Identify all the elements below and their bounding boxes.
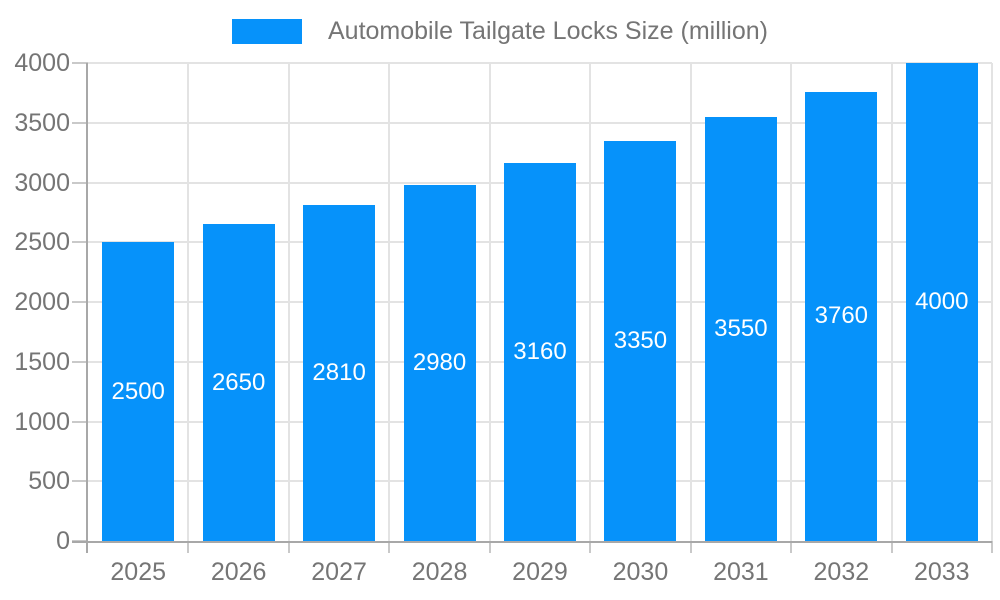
y-axis-tick [72,241,88,244]
x-axis-tick [287,541,290,553]
y-axis-label: 4000 [14,49,70,77]
y-axis-label: 1500 [14,347,70,376]
y-axis-tick [72,62,88,64]
y-axis-tick [72,480,88,483]
bar[interactable] [504,163,576,541]
x-axis-label: 2029 [512,558,568,586]
x-axis-label: 2028 [411,558,468,586]
bar-value-label: 2810 [312,359,366,387]
bar-value-label: 2980 [412,348,467,376]
bar-value-label: 2650 [211,368,266,396]
bar[interactable] [704,116,777,541]
bar-value-label: 3350 [613,326,668,354]
gridline-horizontal [88,62,992,64]
y-axis-label: 3000 [14,168,70,197]
x-axis-label: 2033 [913,558,970,586]
x-axis-tick [991,541,993,553]
y-axis-label: 1000 [14,407,70,436]
bar[interactable] [805,91,878,541]
gridline-vertical [187,63,190,541]
y-axis-tick [72,420,88,423]
x-axis-tick [488,541,491,553]
plot-area: 0 500 1000 1500 2000 2500 3000 3500 4000 2500 2025… [14,50,993,586]
gridline-vertical [287,63,290,541]
x-axis-tick [689,541,692,553]
legend-label: Automobile Tailgate Locks Size (million) [327,16,768,45]
x-axis-tick [187,541,190,553]
x-axis-line [72,541,992,543]
x-axis-label: 2031 [713,558,769,586]
legend-swatch [231,18,302,44]
gridline-vertical [388,63,391,541]
bar-value-label: 3160 [513,338,567,366]
bar[interactable] [905,63,978,541]
x-axis-label: 2030 [612,558,669,586]
bar-value-label: 2500 [111,377,165,405]
x-axis-tick [790,541,793,553]
gridline-vertical [689,63,692,541]
gridline-vertical [991,63,993,541]
gridline-vertical [589,63,592,541]
x-axis-tick [890,541,893,553]
y-axis-tick [72,360,88,363]
x-axis-label: 2026 [210,558,267,586]
x-axis-label: 2032 [813,558,870,586]
bar-value-label: 3760 [814,302,869,330]
y-axis-tick [72,121,88,124]
x-axis-label: 2025 [110,558,167,586]
bar-value-label: 3550 [714,314,768,342]
y-axis-label: 2000 [14,288,70,316]
gridline-horizontal [88,121,992,124]
gridline-vertical [488,63,491,541]
y-axis-tick [72,301,88,303]
bar[interactable] [604,140,677,541]
bar[interactable] [403,184,476,541]
bar[interactable] [202,224,275,541]
bar[interactable] [303,205,376,541]
y-axis-label: 2500 [14,228,70,257]
bar[interactable] [102,242,175,541]
gridline-vertical [890,63,893,541]
x-axis-label: 2027 [311,558,367,586]
x-axis-tick [388,541,391,553]
gridline-vertical [790,63,793,541]
y-axis-tick [72,181,88,184]
y-axis-label: 3500 [14,108,70,137]
y-axis-label: 500 [28,467,70,496]
bar-value-label: 4000 [915,288,969,315]
y-axis-line [86,63,88,553]
x-axis-tick [589,541,592,553]
y-axis-label: 0 [56,527,70,555]
legend-item[interactable]: Automobile Tailgate Locks Size (million) [0,0,1000,62]
